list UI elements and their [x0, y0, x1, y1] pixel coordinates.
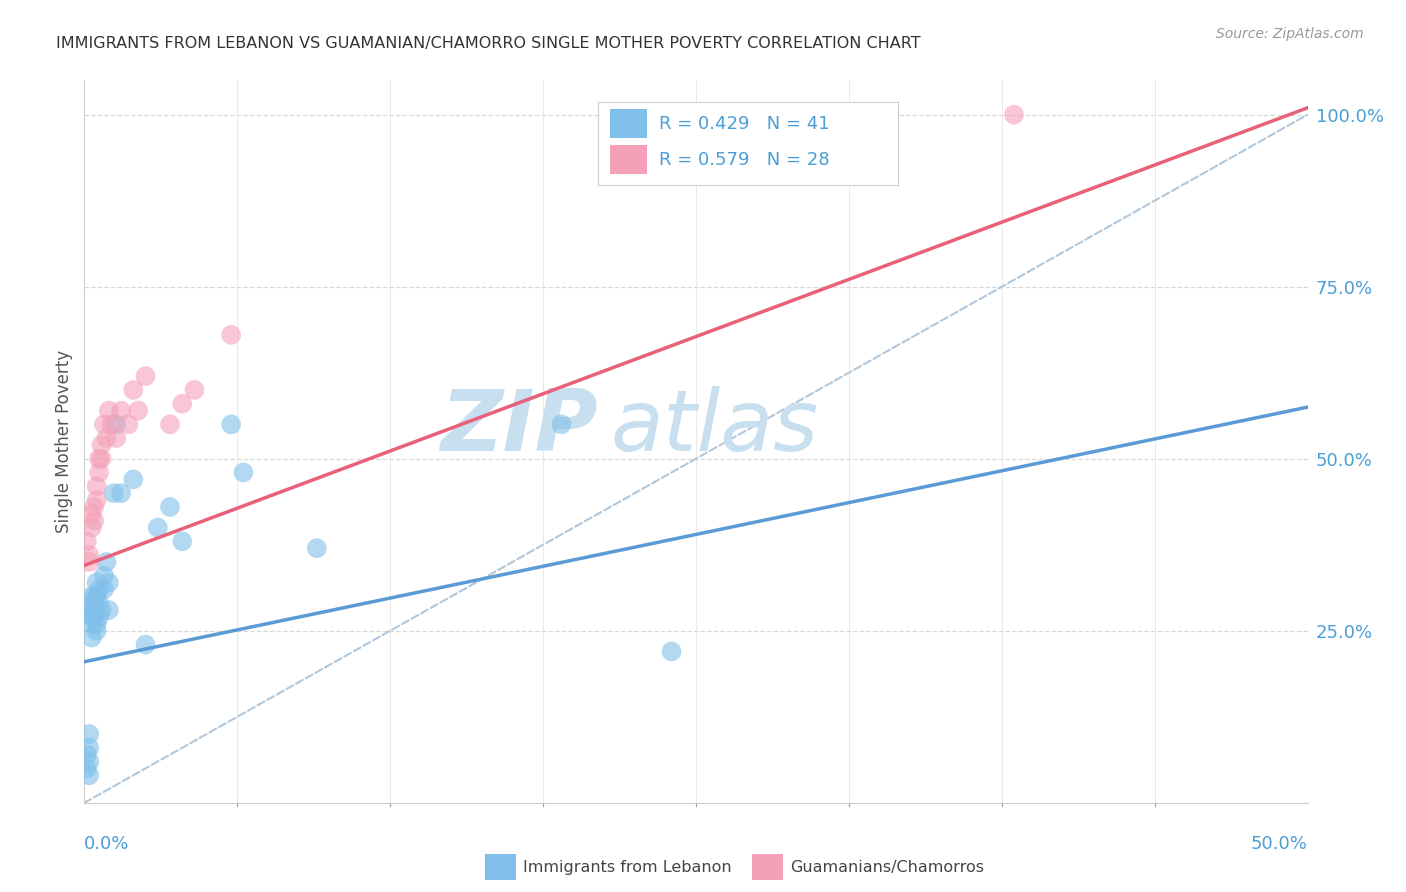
Point: [77, 548, 100, 562]
Point: [117, 417, 139, 432]
Point: [83, 500, 105, 514]
Point: [80, 603, 103, 617]
Point: [83, 603, 105, 617]
Point: [76, 534, 98, 549]
Point: [87, 451, 110, 466]
Text: R = 0.429   N = 41: R = 0.429 N = 41: [659, 115, 830, 133]
Point: [219, 417, 242, 432]
Point: [97, 403, 120, 417]
Text: ZIP: ZIP: [440, 385, 598, 468]
Point: [80, 631, 103, 645]
Point: [105, 431, 128, 445]
Point: [86, 624, 108, 638]
Point: [159, 417, 181, 432]
Point: [86, 493, 108, 508]
Point: [110, 486, 132, 500]
Point: [90, 438, 112, 452]
Point: [83, 596, 105, 610]
Text: atlas: atlas: [610, 385, 818, 468]
Point: [86, 616, 108, 631]
Point: [77, 755, 100, 769]
Text: 50.0%: 50.0%: [1251, 835, 1308, 854]
Point: [93, 582, 115, 597]
Point: [86, 575, 108, 590]
Point: [661, 644, 683, 658]
FancyBboxPatch shape: [598, 102, 898, 185]
Point: [83, 514, 105, 528]
Point: [105, 417, 128, 432]
Point: [97, 603, 120, 617]
Point: [305, 541, 328, 556]
Point: [110, 403, 132, 417]
Point: [100, 417, 122, 432]
Point: [86, 590, 108, 604]
Point: [146, 520, 169, 534]
Point: [135, 369, 157, 384]
Text: Guamanians/Chamorros: Guamanians/Chamorros: [790, 860, 984, 874]
Point: [97, 575, 120, 590]
Point: [87, 596, 110, 610]
Point: [77, 555, 100, 569]
Point: [86, 479, 108, 493]
Text: 0.0%: 0.0%: [84, 835, 129, 854]
Point: [1002, 108, 1025, 122]
Point: [93, 568, 115, 582]
Y-axis label: Single Mother Poverty: Single Mother Poverty: [55, 350, 73, 533]
Point: [87, 610, 110, 624]
Point: [77, 768, 100, 782]
Point: [90, 603, 112, 617]
Text: IMMIGRANTS FROM LEBANON VS GUAMANIAN/CHAMORRO SINGLE MOTHER POVERTY CORRELATION : IMMIGRANTS FROM LEBANON VS GUAMANIAN/CHA…: [56, 36, 921, 51]
Point: [219, 327, 242, 342]
Point: [83, 590, 105, 604]
Point: [80, 520, 103, 534]
Point: [83, 610, 105, 624]
Point: [127, 403, 149, 417]
Point: [77, 727, 100, 741]
Point: [159, 500, 181, 514]
Point: [172, 397, 194, 411]
Point: [103, 486, 125, 500]
Point: [80, 610, 103, 624]
Bar: [610, 109, 647, 138]
Point: [550, 417, 572, 432]
Text: Immigrants from Lebanon: Immigrants from Lebanon: [523, 860, 731, 874]
Point: [183, 383, 205, 397]
Point: [87, 466, 110, 480]
Bar: [610, 145, 647, 174]
Point: [77, 740, 100, 755]
Text: R = 0.579   N = 28: R = 0.579 N = 28: [659, 151, 830, 169]
Point: [122, 383, 145, 397]
Point: [80, 616, 103, 631]
Point: [90, 451, 112, 466]
Point: [96, 555, 118, 569]
Point: [93, 417, 115, 432]
Point: [96, 431, 118, 445]
Point: [172, 534, 194, 549]
Point: [76, 761, 98, 775]
Point: [232, 466, 254, 480]
Point: [76, 747, 98, 762]
Point: [80, 507, 103, 521]
Text: Source: ZipAtlas.com: Source: ZipAtlas.com: [1216, 27, 1364, 41]
Point: [135, 638, 157, 652]
Point: [87, 582, 110, 597]
Point: [122, 472, 145, 486]
Point: [80, 590, 103, 604]
